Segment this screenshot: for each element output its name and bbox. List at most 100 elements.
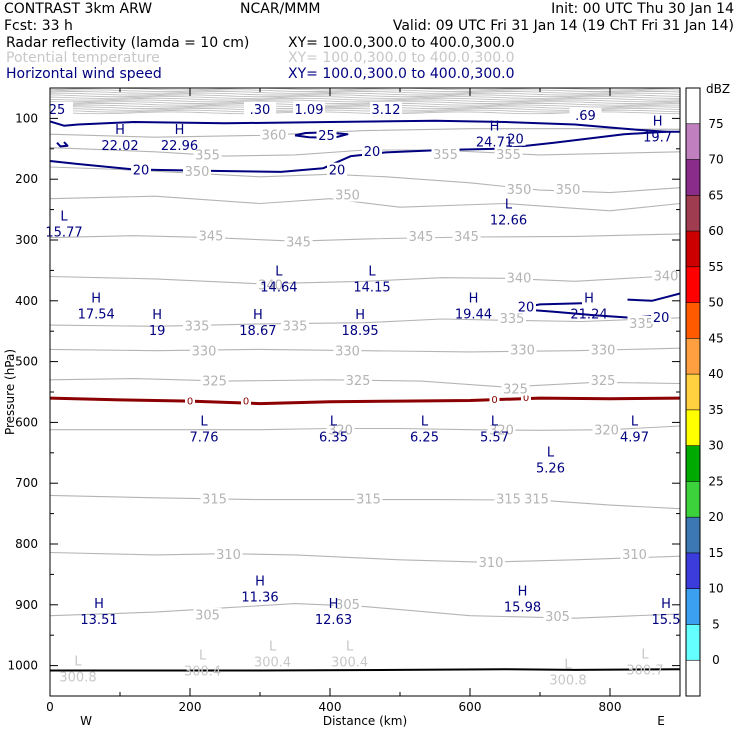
x-tick-label: 600	[459, 700, 482, 714]
extremum-marker: H	[94, 597, 104, 612]
zero-label-bg	[241, 395, 251, 406]
theta-band-line	[49, 92, 681, 96]
extremum-marker: L	[491, 414, 499, 429]
colorbar-swatch	[686, 374, 700, 410]
theta-label-bg	[505, 270, 533, 285]
x-axis-east-label: E	[657, 714, 665, 728]
extremum-value: 15.5	[652, 613, 681, 628]
colorbar-swatch	[686, 302, 700, 339]
extremum-marker: H	[329, 597, 339, 612]
wind-contour-line	[294, 131, 349, 139]
theta-contour-label: 345	[454, 230, 479, 245]
extremum-value: 14.15	[353, 280, 390, 295]
extremum-value: 300.4	[331, 655, 368, 670]
legend-field-wind: Horizontal wind speed	[6, 66, 162, 82]
theta-label-bg	[501, 381, 530, 396]
wind-contour-labels: 25 20 20 20 20 20 20	[131, 128, 672, 326]
theta-label-bg	[508, 342, 537, 357]
theta-label-bg	[293, 101, 325, 116]
extremum-marker: L	[60, 210, 68, 225]
colorbar-swatch	[686, 481, 700, 518]
axes: Pressure (hPa) Distance (km) W E 0 200 400…	[3, 88, 681, 728]
theta-label-bg	[477, 554, 505, 569]
wind-contour-label: 20	[507, 133, 524, 148]
zero-contour-label: 0	[491, 395, 497, 406]
theta-contour-label: 360	[262, 128, 287, 143]
theta-label-bg	[200, 373, 229, 388]
extremum-value: 4.97	[620, 430, 649, 445]
theta-label-bg	[193, 147, 222, 162]
wind-contour-line	[627, 292, 681, 302]
theta-contour-label: 345	[199, 229, 224, 244]
extremum-marker: L	[330, 414, 338, 429]
theta-band-line	[49, 102, 681, 106]
x-tick-label: 200	[179, 700, 202, 714]
y-tick-label: 800	[15, 537, 38, 551]
y-tick-label: 700	[15, 476, 38, 490]
colorbar-level-label: 60	[708, 224, 723, 238]
wind-contour-label: 20	[133, 164, 150, 179]
wind-label-bg	[362, 143, 382, 158]
plot-background	[50, 88, 680, 696]
theta-label-bg	[652, 268, 680, 283]
zero-label-bg	[521, 392, 531, 403]
theta-contour-line	[50, 425, 681, 431]
theta-band-line	[49, 97, 681, 101]
colorbar-swatch	[686, 660, 700, 696]
theta-contour-label: 325	[346, 374, 371, 389]
extremum-value: 15.98	[504, 601, 541, 616]
theta-band-line	[49, 101, 681, 104]
theta-label-bg	[407, 228, 435, 243]
extremum-value: 18.67	[239, 324, 276, 339]
extremum-marker: H	[490, 120, 500, 135]
header-fcst: Fcst: 33 h	[4, 18, 73, 34]
extremum-value: 24.71	[476, 136, 513, 151]
theta-label-bg	[333, 187, 362, 202]
theta-label-bg	[487, 422, 516, 437]
theta-contour-labels: 360 355 355 355 350 350 350 350 345 345 345 345 340 3…	[41, 101, 680, 625]
extremum-value: 5.26	[536, 461, 565, 476]
colorbar-level-label: 10	[708, 582, 723, 596]
ground-line	[50, 668, 681, 672]
extremum-value: 18.95	[341, 324, 378, 339]
theta-contour-label: 305	[195, 609, 220, 624]
colorbar-swatch	[686, 445, 700, 482]
extremum-value: 12.66	[490, 213, 527, 228]
zero-contour-label: 0	[243, 397, 249, 408]
theta-contour-label: 320	[594, 423, 619, 438]
theta-band-line	[49, 104, 681, 108]
extremum-value: 300.8	[59, 671, 96, 686]
legend-xy-wind: XY= 100.0,300.0 to 400.0,300.0	[288, 66, 515, 82]
theta-label-bg	[200, 491, 229, 506]
theta-contour-label: 320	[489, 423, 514, 438]
extremum-marker: H	[115, 123, 125, 138]
theta-label-bg	[41, 101, 73, 116]
theta-label-bg	[620, 546, 649, 561]
colorbar-swatch	[686, 266, 700, 303]
theta-label-bg	[589, 373, 617, 388]
theta-contour-label: 320	[328, 423, 353, 438]
upper-contour-label: 1.09	[295, 103, 324, 118]
theta-label-bg	[333, 596, 362, 611]
y-axis-title: Pressure (hPa)	[3, 349, 17, 435]
extremum-marker: H	[518, 585, 528, 600]
extremum-marker: H	[255, 574, 265, 589]
extremum-marker: L	[269, 639, 277, 654]
extremum-marker: L	[505, 197, 513, 212]
theta-contour-line	[49, 347, 681, 353]
theta-contour-label: 330	[510, 344, 535, 359]
theta-contour-label: 355	[433, 148, 458, 163]
theta-contour-line	[49, 195, 681, 212]
extremum-marker: L	[200, 414, 208, 429]
legend-field-theta: Potential temperature	[6, 50, 160, 66]
extremum-marker: L	[74, 655, 82, 670]
wind-label-bg	[131, 162, 151, 177]
colorbar-level-label: 35	[708, 403, 723, 417]
theta-contour-line	[49, 494, 681, 510]
colorbar-level-label: 20	[708, 510, 723, 524]
wind-label-bg	[651, 309, 672, 324]
theta-label-bg	[183, 163, 211, 178]
theta-contour-label: 340	[258, 279, 283, 294]
zero-contour-label: 0	[523, 393, 529, 404]
theta-contour-label: 335	[500, 312, 525, 327]
